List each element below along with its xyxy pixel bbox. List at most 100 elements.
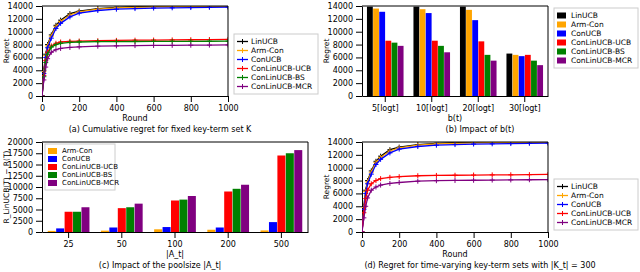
- bar: [537, 65, 543, 96]
- bar: [65, 212, 73, 232]
- tick-label: 600: [466, 240, 481, 249]
- tick-label: 0: [28, 92, 33, 101]
- frame: [362, 6, 548, 7]
- marker: [527, 142, 532, 146]
- tick-label: 12000: [8, 15, 33, 24]
- legend-marker: [240, 75, 245, 80]
- tick-mark: [356, 19, 362, 20]
- tick-label: 100: [167, 240, 182, 249]
- tick: 800: [504, 232, 519, 249]
- tick-mark: [356, 232, 362, 233]
- bar: [379, 12, 385, 96]
- marker: [362, 230, 365, 233]
- tick: 4000: [13, 66, 42, 75]
- tick-label: 800: [504, 240, 519, 249]
- tick-label: 8000: [333, 177, 353, 186]
- tick-label: 5000: [13, 206, 33, 215]
- tick: 14000: [8, 2, 42, 11]
- marker: [471, 178, 476, 183]
- bar: [126, 207, 134, 232]
- marker: [373, 185, 378, 190]
- marker: [43, 65, 48, 70]
- tick-label: 0: [348, 228, 353, 237]
- legend-label: Arm-Con: [251, 46, 284, 55]
- tick: 600: [466, 232, 481, 249]
- tick-label: 8000: [13, 41, 33, 50]
- marker: [369, 172, 374, 177]
- tick-mark: [191, 96, 192, 102]
- marker: [387, 175, 392, 180]
- bar: [118, 208, 126, 232]
- marker: [114, 39, 119, 44]
- marker: [508, 172, 513, 177]
- tick-mark: [281, 232, 282, 238]
- tick-mark: [436, 232, 437, 238]
- legend-label: ConLinUCB-MCR: [571, 56, 632, 65]
- legend-frame: [234, 34, 318, 94]
- marker: [67, 14, 72, 19]
- bar: [385, 41, 391, 96]
- marker: [42, 94, 45, 97]
- tick-label: 1000: [218, 104, 238, 113]
- marker: [397, 174, 402, 179]
- tick-mark: [356, 193, 362, 194]
- tick: 6000: [333, 189, 362, 198]
- marker: [362, 230, 365, 233]
- x-axis-title: Round: [122, 114, 147, 123]
- tick: 7500: [13, 194, 42, 203]
- legend-label: ConLinUCB-UCB: [251, 64, 311, 73]
- marker: [387, 150, 392, 155]
- marker: [362, 215, 366, 220]
- marker: [378, 176, 383, 181]
- series-line: [362, 142, 548, 232]
- frame: [42, 6, 228, 7]
- tick: 0: [40, 96, 45, 113]
- marker: [77, 39, 82, 44]
- tick: 4000: [333, 202, 362, 211]
- marker: [42, 94, 45, 97]
- tick: 12000: [328, 15, 362, 24]
- marker: [95, 38, 100, 43]
- y-axis-title: R_LinUCB(T) − R(T): [2, 150, 11, 223]
- tick-label: 10000: [8, 28, 33, 37]
- legend-label: ConLinUCB-UCB: [571, 38, 631, 47]
- tick-mark: [356, 45, 362, 46]
- tick: 20000: [8, 138, 42, 147]
- bar: [373, 9, 379, 96]
- marker: [95, 39, 100, 44]
- marker: [378, 157, 383, 162]
- legend-swatch: [48, 172, 57, 178]
- y-axis: 02000400060008000100001200014000: [8, 2, 43, 101]
- legend-label: Arm-Con: [571, 191, 604, 200]
- tick: 15000: [8, 161, 42, 170]
- tick-mark: [116, 96, 117, 102]
- tick-mark: [36, 57, 42, 58]
- marker: [58, 41, 63, 46]
- legend: LinUCBArm-ConConUCBConLinUCB-UCBConLinUC…: [554, 8, 638, 68]
- marker: [508, 142, 513, 146]
- marker: [151, 6, 156, 11]
- legend-marker: [240, 39, 245, 44]
- tick-mark: [36, 176, 42, 177]
- tick-label: 10[logt]: [416, 104, 448, 113]
- tick-mark: [36, 32, 42, 33]
- tick-label: 17500: [8, 149, 33, 158]
- tick: 1000: [538, 232, 558, 249]
- legend-label: ConUCB: [62, 155, 91, 163]
- tick-mark: [68, 232, 69, 238]
- marker: [58, 46, 63, 51]
- bar: [277, 156, 285, 233]
- bar: [171, 201, 179, 233]
- legend-label: ConLinUCB-MCR: [571, 218, 632, 227]
- tick: 600: [146, 96, 161, 113]
- marker: [397, 147, 402, 152]
- marker: [362, 230, 365, 233]
- bar: [294, 150, 302, 232]
- legend-frame: [554, 179, 638, 230]
- x-axis-title: |A_t|: [166, 250, 184, 259]
- tick-label: 8000: [333, 41, 353, 50]
- bar: [48, 231, 56, 232]
- marker: [58, 21, 63, 26]
- tick-mark: [36, 142, 42, 143]
- legend-label: ConUCB: [251, 55, 281, 64]
